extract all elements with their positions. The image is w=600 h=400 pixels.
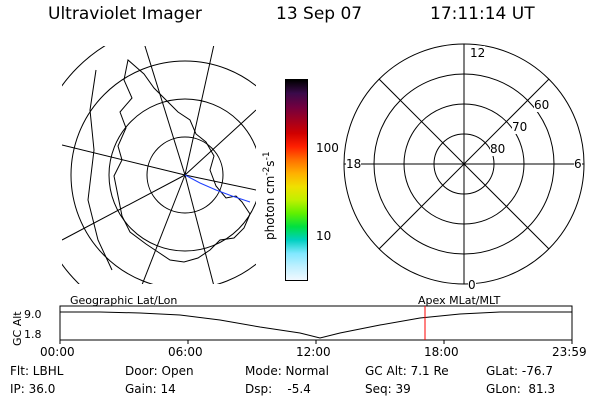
status-ip: IP: 36.0 <box>10 382 56 396</box>
x-tick-label-0: 00:00 <box>40 345 75 359</box>
geo-meridian <box>62 144 186 176</box>
coastline <box>113 59 251 263</box>
orbit-frame <box>59 305 573 341</box>
polar-diagonal <box>378 78 550 250</box>
x-tick-label-1: 06:00 <box>168 345 203 359</box>
geo-meridian <box>141 174 186 284</box>
status-mode: Mode: Normal <box>245 364 329 378</box>
geo-lat-circle <box>108 98 256 252</box>
status-glat: GLat: -76.7 <box>486 364 553 378</box>
mlt-label-0: 0 <box>468 278 476 292</box>
status-seq: Seq: 39 <box>365 382 411 396</box>
lat-label-80: 80 <box>490 142 506 156</box>
orbit-altitude-curve <box>60 311 572 339</box>
color-bar <box>285 79 308 281</box>
orbit-right-label: Apex MLat/MLT <box>418 294 501 307</box>
lat-label-70: 70 <box>512 120 528 134</box>
geo-meridian <box>144 46 186 176</box>
color-bar-gradient <box>286 80 307 280</box>
date-label: 13 Sep 07 <box>276 4 363 24</box>
orbit-left-label: Geographic Lat/Lon <box>70 294 178 307</box>
mlt-label-6: 6 <box>574 157 582 171</box>
status-gc-alt: GC Alt: 7.1 Re <box>365 364 449 378</box>
geo-meridian <box>184 109 256 176</box>
status-glon: GLon: 81.3 <box>486 382 556 396</box>
geo-meridian <box>184 174 214 284</box>
blue-trace <box>184 174 251 203</box>
coastline-arc <box>87 69 113 271</box>
colorbar-tick-100: 100 <box>316 141 339 155</box>
geo-lat-circle <box>146 136 224 214</box>
colorbar-tick-10: 10 <box>316 229 332 243</box>
status-gain: Gain: 14 <box>125 382 176 396</box>
instrument-title: Ultraviolet Imager <box>48 4 202 24</box>
orbit-ytick-high: 9.0 <box>24 308 42 321</box>
x-tick-label-4: 23:59 <box>552 345 587 359</box>
geo-lat-circle <box>70 60 256 284</box>
geo-meridian <box>62 174 186 241</box>
status-door: Door: Open <box>125 364 194 378</box>
geo-meridian <box>184 46 215 176</box>
x-tick-label-2: 12:00 <box>296 345 331 359</box>
orbit-ytick-low: 1.8 <box>24 328 42 341</box>
status-dsp: Dsp: -5.4 <box>245 382 311 396</box>
lat-label-60: 60 <box>534 98 550 112</box>
mlt-label-12: 12 <box>470 46 486 60</box>
geo-meridian <box>184 174 256 191</box>
mlt-label-18: 18 <box>346 157 362 171</box>
x-tick-label-3: 18:00 <box>424 345 459 359</box>
status-flt: Flt: LBHL <box>10 364 64 378</box>
time-label: 17:11:14 UT <box>430 4 535 24</box>
